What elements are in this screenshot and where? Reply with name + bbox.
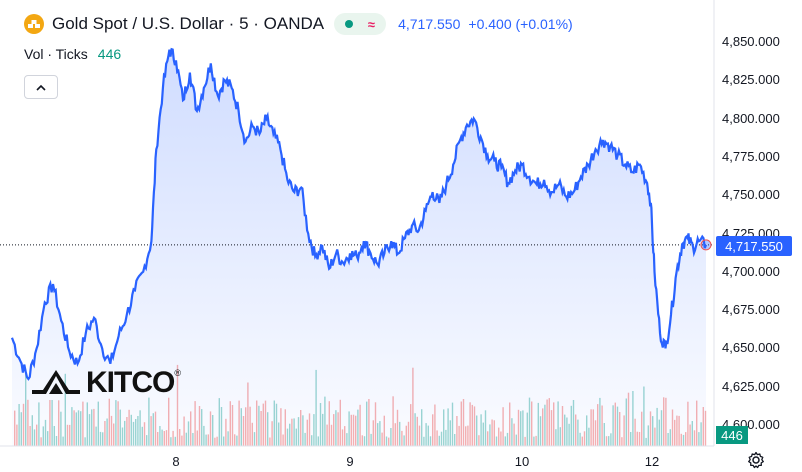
price-line (10, 47, 708, 381)
price-tick-label: 4,650.000 (722, 340, 780, 356)
price-tick-label: 4,825.000 (722, 72, 780, 88)
collapse-legend-button[interactable] (24, 75, 58, 99)
settings-gear-icon[interactable] (747, 451, 765, 469)
last-price-dot (700, 239, 712, 251)
price-tick-label: 4,625.000 (722, 378, 780, 394)
registered-mark: ® (174, 368, 181, 378)
price-tick-label: 4,675.000 (722, 302, 780, 318)
last-price-badge: 4,717.550 (716, 236, 792, 256)
volume-badge: 446 (716, 426, 748, 444)
symbol-header: Gold Spot / U.S. Dollar · 5 · OANDA ≈ 4,… (24, 10, 573, 38)
volume-legend[interactable]: Vol · Ticks 446 (24, 46, 121, 62)
kitco-logo-icon (32, 370, 80, 394)
market-status-pill[interactable]: ≈ (334, 13, 387, 35)
chevron-up-icon (36, 84, 46, 91)
price-tick-label: 4,775.000 (722, 148, 780, 164)
market-open-icon (345, 20, 354, 28)
price-change: +0.400 (+0.01%) (468, 16, 573, 32)
time-tick-label: 9 (346, 454, 354, 469)
kitco-text: KITCO (86, 366, 175, 399)
price-tick-label: 4,850.000 (722, 34, 780, 49)
time-tick-label: 12 (644, 454, 660, 469)
price-tick-label: 4,750.000 (722, 187, 780, 203)
wave-icon: ≈ (367, 16, 375, 32)
volume-value: 446 (97, 46, 122, 62)
price-area (12, 49, 706, 446)
symbol-title[interactable]: Gold Spot / U.S. Dollar · 5 · OANDA (52, 14, 325, 33)
kitco-watermark: KITCO ® (30, 366, 181, 400)
price-tick-label: 4,700.000 (722, 263, 780, 279)
volume-label: Vol · Ticks (24, 46, 88, 62)
time-tick-label: 10 (514, 454, 530, 469)
last-price: 4,717.550 (398, 16, 461, 32)
gold-bars-icon (24, 14, 44, 34)
time-tick-label: 8 (172, 454, 180, 469)
price-tick-label: 4,800.000 (722, 110, 780, 126)
